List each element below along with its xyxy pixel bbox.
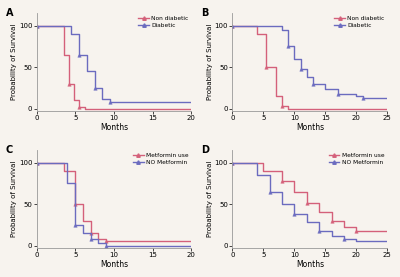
- Legend: Metformin use, NO Metformin: Metformin use, NO Metformin: [133, 153, 188, 165]
- Y-axis label: Probability of Survival: Probability of Survival: [12, 161, 18, 237]
- X-axis label: Months: Months: [296, 122, 324, 132]
- X-axis label: Months: Months: [296, 260, 324, 269]
- X-axis label: Months: Months: [100, 260, 128, 269]
- Text: C: C: [6, 145, 13, 155]
- Text: A: A: [6, 8, 13, 18]
- Y-axis label: Probability of Survival: Probability of Survival: [207, 24, 213, 100]
- Y-axis label: Probability of Survival: Probability of Survival: [12, 24, 18, 100]
- Y-axis label: Probability of Survival: Probability of Survival: [207, 161, 213, 237]
- Text: D: D: [201, 145, 209, 155]
- Legend: Non diabetic, Diabetic: Non diabetic, Diabetic: [138, 16, 188, 28]
- X-axis label: Months: Months: [100, 122, 128, 132]
- Text: B: B: [201, 8, 209, 18]
- Legend: Non diabetic, Diabetic: Non diabetic, Diabetic: [334, 16, 384, 28]
- Legend: Metformin use, NO Metformin: Metformin use, NO Metformin: [329, 153, 384, 165]
